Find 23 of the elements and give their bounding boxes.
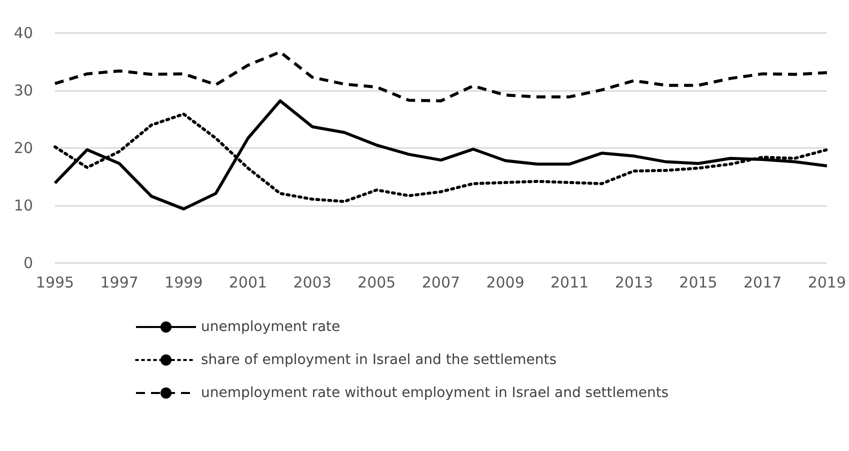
line-series	[54, 99, 828, 210]
x-tick-label: 2003	[293, 274, 332, 292]
y-tick-label: 10	[14, 196, 33, 214]
legend-label: share of employment in Israel and the settlements	[201, 352, 557, 368]
y-tick-label: 30	[14, 82, 33, 100]
legend-label: unemployment rate without employment in Israel and settlements	[201, 385, 669, 401]
x-tick-label: 2009	[486, 274, 524, 292]
legend-label: unemployment rate	[201, 319, 340, 335]
x-tick-label: 2013	[614, 274, 654, 292]
x-tick-label: 1997	[100, 274, 138, 292]
line-series	[54, 50, 828, 102]
x-tick-label: 1995	[36, 274, 74, 292]
x-tick-label: 1999	[164, 274, 203, 292]
x-tick-label: 2011	[550, 274, 589, 292]
x-tick-label: 2019	[808, 274, 846, 292]
x-tick-label: 2001	[228, 274, 268, 292]
x-tick-label: 2005	[358, 274, 396, 292]
y-tick-label: 0	[23, 254, 33, 272]
x-tick-label: 2017	[743, 274, 782, 292]
y-tick-label: 20	[14, 139, 33, 157]
x-tick-label: 2007	[422, 274, 460, 292]
y-tick-label: 40	[14, 24, 33, 42]
x-tick-label: 2015	[679, 274, 718, 292]
